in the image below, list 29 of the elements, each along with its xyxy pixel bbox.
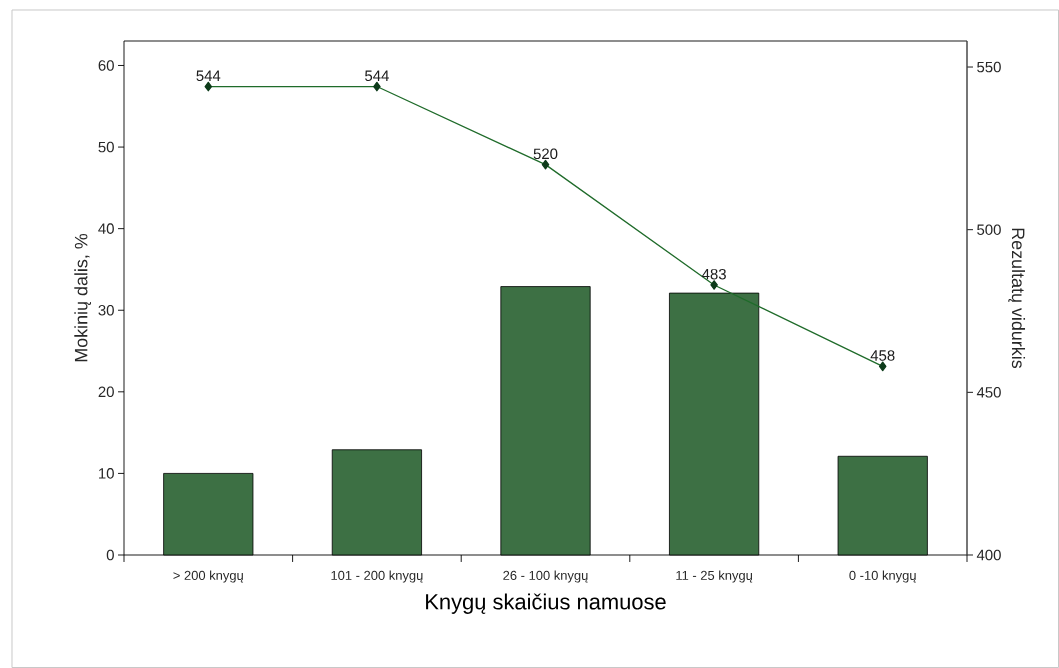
y-tick-label: 50 (98, 141, 114, 153)
x-tick-label: > 200 knygų (173, 570, 244, 583)
y-axis-title: Mokinių dalis, % (74, 233, 92, 362)
point (541, 159, 550, 170)
x-tick-label: 101 - 200 knygų (331, 570, 423, 583)
y-tick-label: 20 (98, 386, 114, 398)
y-tick-label: 60 (98, 60, 114, 71)
point (373, 81, 381, 92)
y-tick-label: 40 (98, 223, 114, 234)
x-tick-label: 11 - 25 knygų (676, 570, 753, 583)
y-tick-label: 0 (106, 549, 114, 561)
point (204, 81, 213, 92)
x-tick-label: 0 -10 knygų (849, 570, 916, 583)
x-tick-label: 26 - 100 knygų (503, 570, 588, 583)
y2-tick-label: 400 (976, 549, 1001, 561)
data-label: 483 (701, 268, 726, 280)
y-tick-label: 30 (98, 304, 114, 316)
data-label: 458 (870, 350, 895, 361)
x-axis-title: Knygų skaičius namuose (426, 593, 666, 614)
data-label: 544 (196, 70, 221, 82)
point (710, 280, 718, 290)
point (878, 361, 887, 372)
y2-tick-label: 450 (976, 387, 1001, 398)
y2-tick-label: 550 (977, 61, 1001, 73)
y2-axis-title: Rezultatų vidurkis (1008, 228, 1026, 369)
y-tick-label: 10 (99, 468, 114, 479)
y2-tick-label: 500 (977, 224, 1001, 235)
data-label: 544 (365, 70, 389, 82)
data-label: 520 (533, 148, 558, 160)
